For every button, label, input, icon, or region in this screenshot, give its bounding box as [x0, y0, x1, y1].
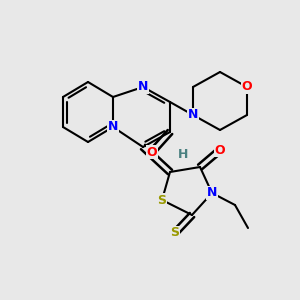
- Text: S: S: [158, 194, 166, 206]
- Text: N: N: [207, 187, 217, 200]
- Text: N: N: [188, 109, 198, 122]
- Text: S: S: [170, 226, 179, 239]
- Text: O: O: [147, 146, 157, 158]
- Text: O: O: [242, 80, 252, 94]
- Text: N: N: [108, 121, 118, 134]
- Text: N: N: [138, 80, 148, 94]
- Text: O: O: [215, 143, 225, 157]
- Text: H: H: [178, 148, 188, 161]
